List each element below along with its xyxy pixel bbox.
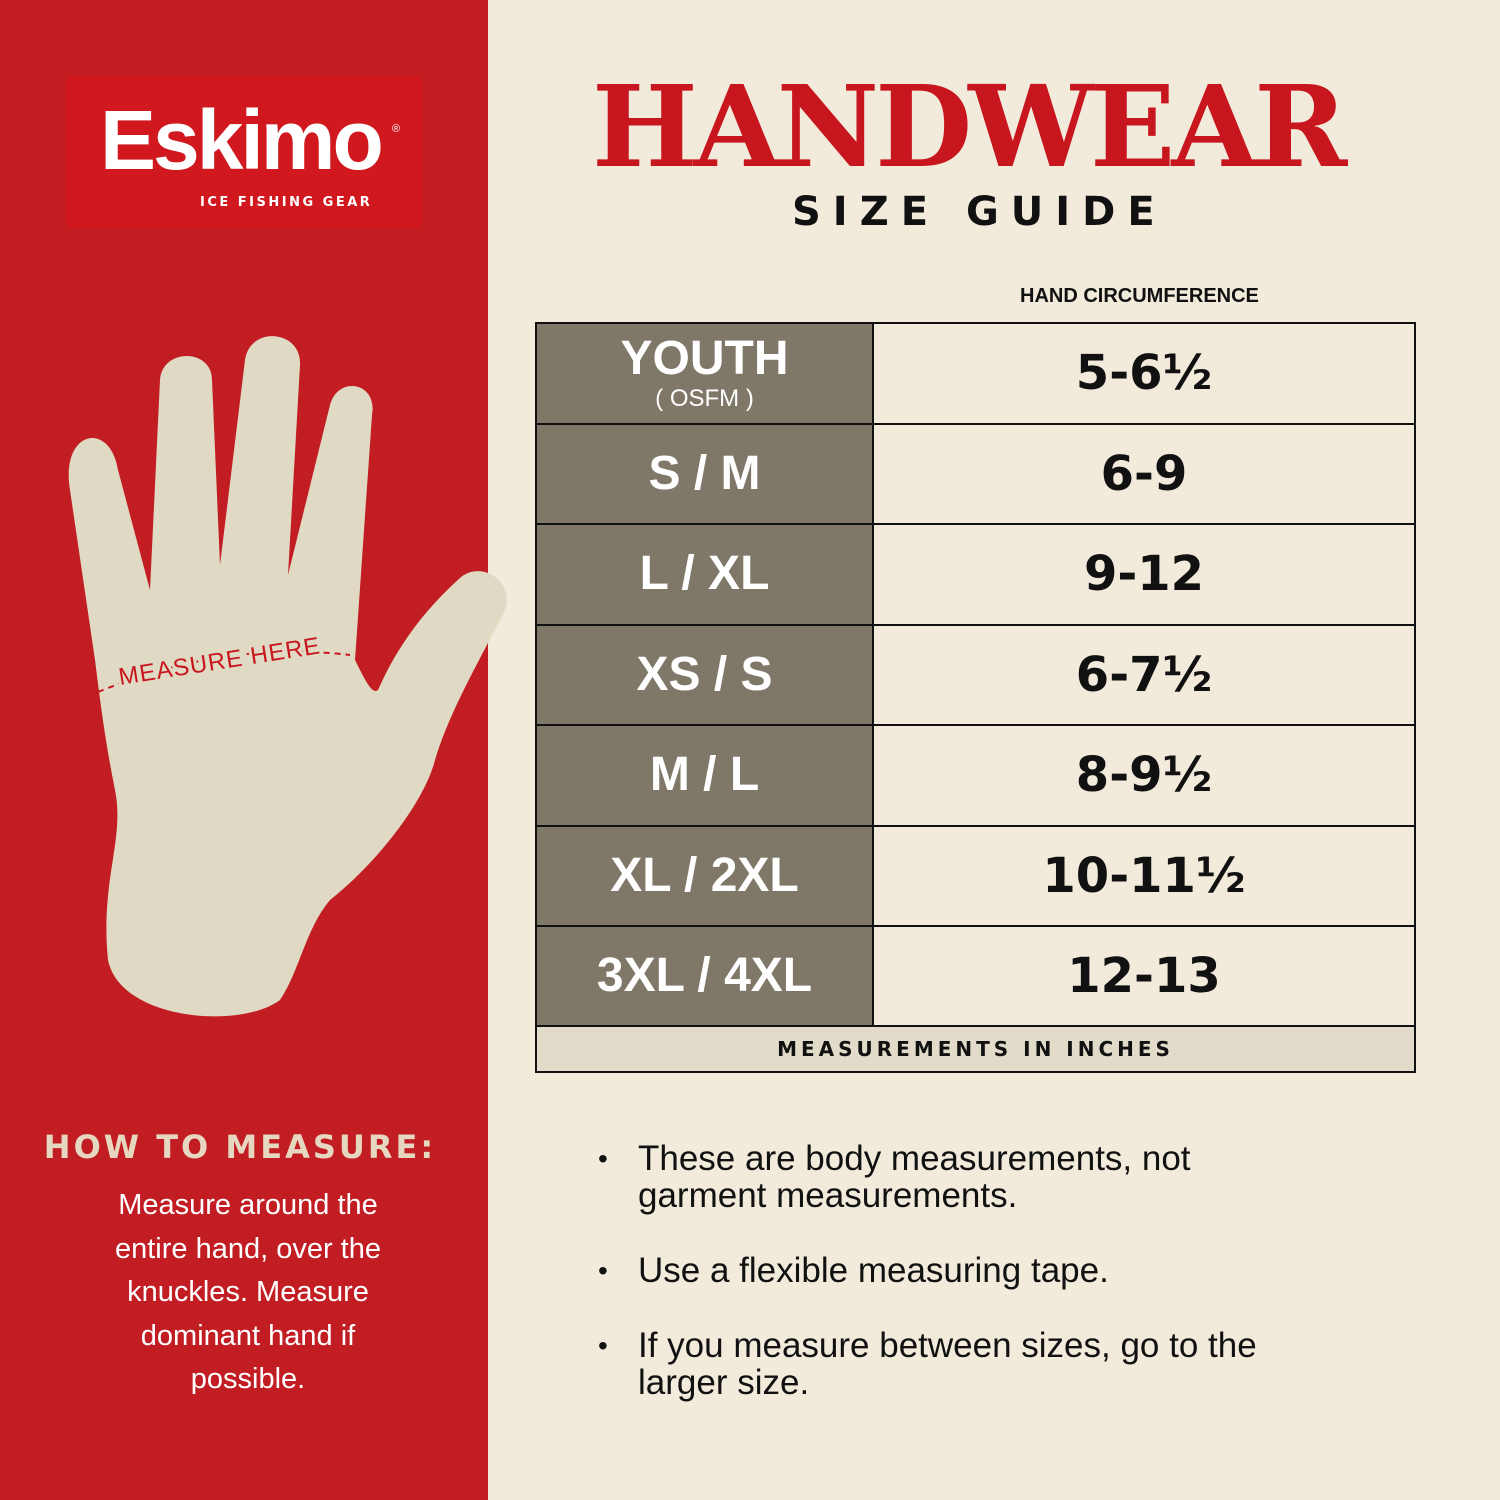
size-cell: XL / 2XL — [537, 826, 874, 925]
value-cell: 9-12 — [1083, 546, 1205, 603]
table-row: XS / S 6-7½ — [537, 625, 1414, 726]
logo-tagline: ICE FISHING GEAR — [200, 195, 373, 210]
size-label: YOUTH — [620, 332, 789, 386]
size-cell: S / M — [537, 424, 874, 523]
table-footer: MEASUREMENTS IN INCHES — [535, 1025, 1416, 1073]
page-title: HANDWEAR — [592, 62, 1347, 193]
value-cell: 8-9½ — [1075, 747, 1213, 804]
note-item: If you measure between sizes, go to the … — [598, 1327, 1278, 1401]
table-row: 3XL / 4XL 12-13 — [537, 927, 1414, 1028]
registered-mark: ® — [392, 123, 401, 135]
how-to-measure: HOW TO MEASURE: Measure around the entir… — [0, 1128, 488, 1402]
value-cell: 6-9 — [1100, 445, 1188, 502]
how-to-heading: HOW TO MEASURE: — [43, 1128, 437, 1166]
value-cell: 10-11½ — [1042, 847, 1246, 904]
value-cell: 5-6½ — [1075, 345, 1213, 402]
size-cell: L / XL — [537, 525, 874, 624]
notes-list: These are body measurements, not garment… — [598, 1140, 1278, 1439]
note-item: Use a flexible measuring tape. — [598, 1252, 1278, 1289]
logo-wordmark: Eskimo — [100, 93, 384, 187]
value-cell: 6-7½ — [1075, 646, 1213, 703]
how-to-text: Measure around the entire hand, over the… — [114, 1189, 381, 1396]
value-cell: 12-13 — [1067, 948, 1221, 1005]
hand-icon — [68, 336, 507, 1017]
red-sidebar: Eskimo ® ICE FISHING GEAR MEASURE HERE H… — [0, 0, 507, 1500]
page-subtitle: SIZE GUIDE — [792, 189, 1167, 235]
size-cell: 3XL / 4XL — [537, 927, 874, 1026]
table-row: YOUTH( OSFM ) 5-6½ — [537, 324, 1414, 425]
eskimo-logo: Eskimo ® ICE FISHING GEAR — [66, 76, 422, 228]
table-row: XL / 2XL 10-11½ — [537, 826, 1414, 927]
size-cell: M / L — [537, 726, 874, 825]
size-table: YOUTH( OSFM ) 5-6½ S / M 6-9 L / XL 9-12 X… — [535, 322, 1416, 1028]
note-item: These are body measurements, not garment… — [598, 1140, 1278, 1214]
size-cell: XS / S — [537, 625, 874, 724]
column-header: HAND CIRCUMFERENCE — [1020, 285, 1259, 307]
hand-illustration: MEASURE HERE — [68, 336, 507, 1017]
table-row: M / L 8-9½ — [537, 726, 1414, 827]
size-cell: YOUTH( OSFM ) — [537, 324, 874, 423]
measure-line — [97, 650, 351, 693]
table-row: S / M 6-9 — [537, 424, 1414, 525]
size-note: ( OSFM ) — [655, 385, 754, 413]
table-row: L / XL 9-12 — [537, 525, 1414, 626]
